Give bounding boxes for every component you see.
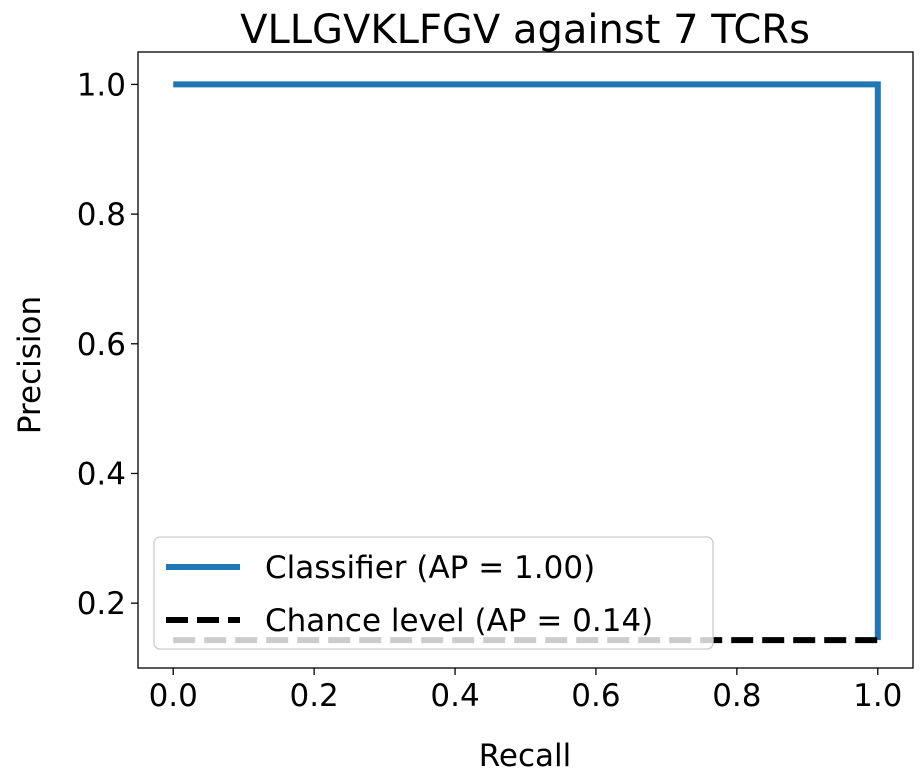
series-line-classifier <box>173 81 881 641</box>
x-tick-label: 0.8 <box>712 678 761 714</box>
plot-frame <box>137 51 914 669</box>
x-tick-label: 0.4 <box>430 678 479 714</box>
legend: Classifier (AP = 1.00) Chance level (AP … <box>153 536 714 650</box>
chart-title: VLLGVKLFGV against 7 TCRs <box>240 7 810 53</box>
y-tick-label: 0.2 <box>77 586 126 622</box>
legend-label-chance: Chance level (AP = 0.14) <box>265 603 653 639</box>
y-tick-label: 0.8 <box>77 197 126 233</box>
x-axis-ticks: 0.0 0.2 0.4 0.6 0.8 1.0 <box>149 668 902 714</box>
y-tick-label: 0.4 <box>77 456 126 492</box>
y-axis-label: Precision <box>12 296 48 434</box>
legend-box <box>153 536 714 650</box>
y-axis-ticks: 0.2 0.4 0.6 0.8 1.0 <box>77 67 138 622</box>
y-tick-label: 1.0 <box>77 67 126 103</box>
x-axis-label: Recall <box>479 738 572 774</box>
y-tick-label: 0.6 <box>77 327 126 363</box>
x-tick-label: 0.0 <box>149 678 198 714</box>
x-tick-label: 0.2 <box>289 678 338 714</box>
x-tick-label: 1.0 <box>853 678 902 714</box>
legend-label-classifier: Classifier (AP = 1.00) <box>265 550 595 586</box>
x-tick-label: 0.6 <box>571 678 620 714</box>
